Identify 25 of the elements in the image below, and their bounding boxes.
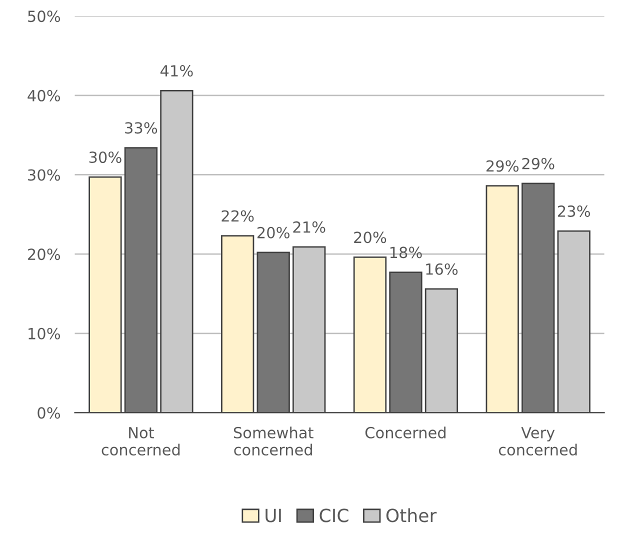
data-label: 22% xyxy=(222,210,254,222)
data-label: 30% xyxy=(89,151,122,164)
data-label: 18% xyxy=(390,246,422,258)
legend-label: Other xyxy=(386,508,437,522)
data-label: 29% xyxy=(486,160,519,172)
data-label: 16% xyxy=(426,263,458,275)
y-tick-label: 40% xyxy=(28,90,60,102)
x-tick-label: Somewhat concerned xyxy=(234,426,314,456)
y-tick-label: 0% xyxy=(38,407,60,419)
data-label: 33% xyxy=(125,122,158,134)
y-tick-label: 20% xyxy=(28,248,60,260)
y-tick-label: 30% xyxy=(28,169,60,181)
data-label: 23% xyxy=(558,205,590,217)
data-label: 29% xyxy=(522,158,554,170)
y-tick-label: 50% xyxy=(28,10,60,22)
x-tick-label: Very concerned xyxy=(498,427,577,456)
x-tick-label: Concerned xyxy=(365,426,446,438)
x-tick-label: Not concerned xyxy=(102,427,180,456)
y-tick-label: 10% xyxy=(28,328,60,340)
data-label: 20% xyxy=(257,226,290,238)
data-label: 20% xyxy=(354,232,386,244)
data-label: 21% xyxy=(293,221,326,233)
data-label: 41% xyxy=(160,65,193,77)
legend-label: UI xyxy=(266,508,281,522)
legend-label: CIC xyxy=(320,508,348,522)
